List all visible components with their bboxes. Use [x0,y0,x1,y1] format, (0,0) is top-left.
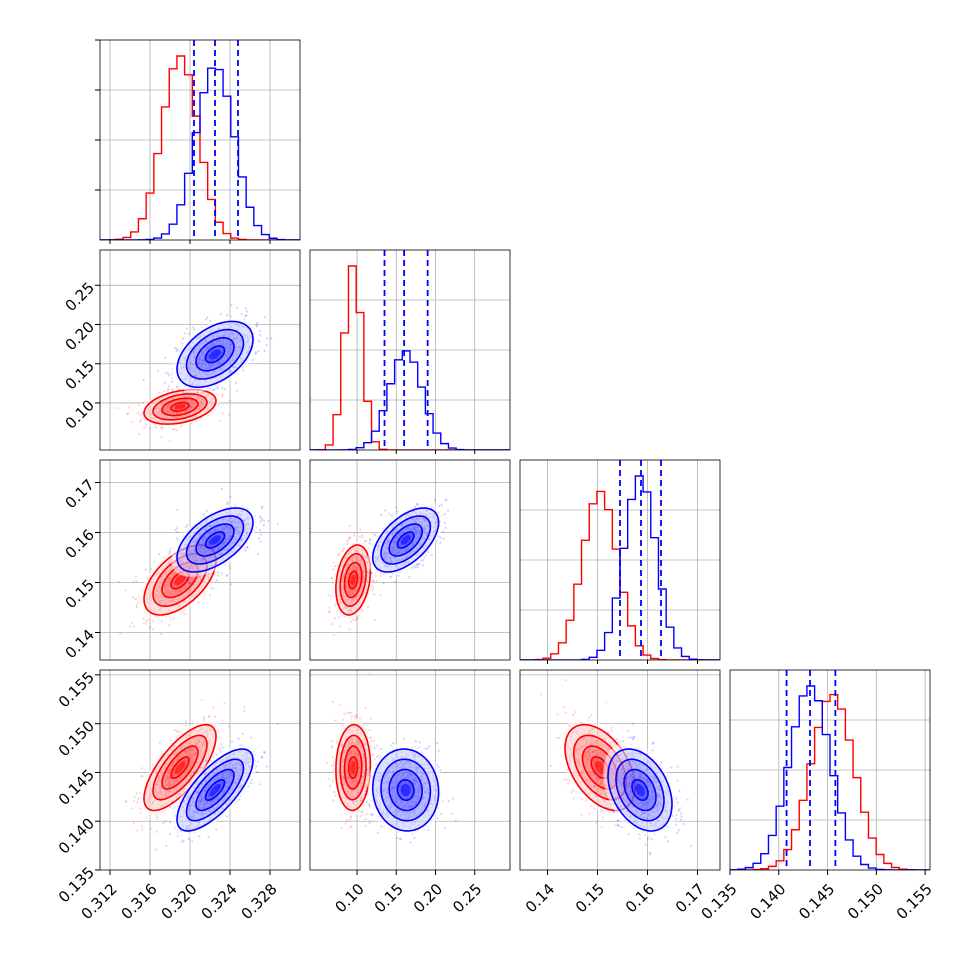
hist-panel-4 [730,670,930,870]
contours-series-2 [176,320,254,389]
y-tick-label: 0.145 [55,766,98,809]
density-series-2 [171,316,259,393]
hist-series-2 [730,685,930,870]
x-tick-label: 0.16 [622,880,658,916]
y-tick-label: 0.20 [62,318,98,354]
scatter-panel-4-3 [520,670,720,870]
density-series-2 [367,742,444,838]
y-tick-label: 0.140 [55,815,98,858]
scatter-panel-3-2 [310,460,510,660]
scatter-panel-3-1 [100,460,300,660]
x-tick-label: 0.135 [698,880,741,923]
x-tick-label: 0.145 [795,880,838,923]
x-tick-label: 0.328 [238,880,281,923]
y-tick-label: 0.16 [62,526,98,562]
hist-panel-1 [100,40,300,240]
x-tick-label: 0.15 [371,880,407,916]
x-tick-label: 0.324 [198,880,241,923]
contours-series-2 [176,748,254,832]
y-tick-label: 0.15 [62,576,98,612]
x-tick-label: 0.14 [522,880,558,916]
hist-series-1 [310,265,510,450]
x-tick-label: 0.20 [410,880,446,916]
scatter-panel-frame [99,669,301,871]
scatter-panel-frame [309,459,511,661]
scatter-panel-4-2 [310,670,510,870]
contours-series-1 [143,723,217,812]
density-series-1 [138,718,222,817]
density-series-2 [171,742,259,838]
hist-panel-frame [309,249,511,451]
contours-series-1 [143,388,217,425]
hist-series-2 [310,350,510,450]
hist-panel-3 [520,460,720,660]
contours-series-2 [176,507,254,573]
x-tick-label: 0.320 [158,880,201,923]
x-tick-label: 0.10 [331,880,367,916]
contours-series-1 [335,723,372,812]
x-tick-label: 0.150 [844,880,887,923]
y-tick-label: 0.150 [55,717,98,760]
hist-panel-frame [519,459,721,661]
y-tick-label: 0.15 [62,357,98,393]
x-tick-label: 0.25 [449,880,485,916]
y-tick-label: 0.14 [62,626,98,662]
density-series-1 [138,387,222,427]
x-tick-label: 0.155 [893,880,936,923]
contours-series-2 [371,748,440,832]
x-tick-label: 0.316 [118,880,161,923]
y-tick-label: 0.17 [62,476,98,512]
y-tick-label: 0.25 [62,279,98,315]
scatter-panel-frame [99,459,301,661]
x-tick-label: 0.15 [572,880,608,916]
contours-series-2 [371,507,440,573]
y-tick-label: 0.10 [62,396,98,432]
scatter-panel-frame [519,669,721,871]
hist-panel-frame [729,669,931,871]
x-tick-label: 0.140 [746,880,789,923]
scatter-panel-2-1 [100,250,300,450]
contours-series-1 [335,544,372,616]
density-series-2 [367,503,444,577]
density-series-2 [603,742,677,838]
scatter-panel-frame [309,669,511,871]
scatter-panel-frame [99,249,301,451]
scatter-panel-4-1 [100,670,300,870]
hist-series-1 [730,693,930,870]
hist-panel-2 [310,250,510,450]
y-tick-label: 0.155 [55,668,98,711]
contours-series-2 [607,748,673,832]
density-series-2 [171,503,259,577]
